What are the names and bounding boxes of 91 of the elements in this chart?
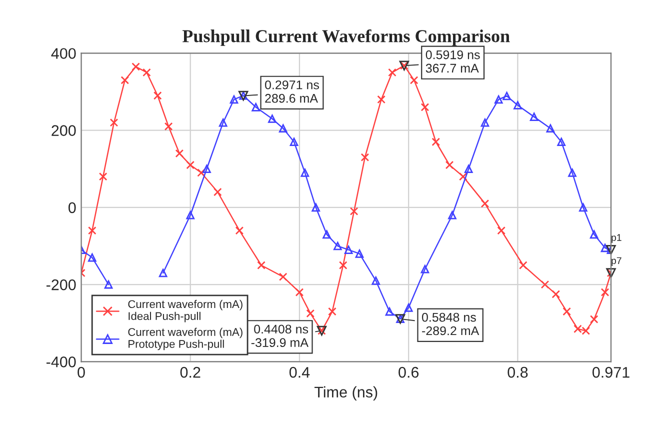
point: [497, 226, 506, 235]
point: [590, 315, 598, 324]
point: [230, 95, 238, 104]
point: [388, 68, 396, 77]
point: [458, 172, 468, 181]
point: [530, 112, 538, 121]
point: [290, 138, 298, 146]
y-tick-label: 0: [68, 202, 76, 214]
point: [514, 101, 522, 110]
point: [197, 168, 206, 177]
annotation: 0.5848 ns -289.2 mA: [422, 312, 480, 336]
point: [432, 138, 440, 146]
point: [546, 124, 555, 133]
point: [420, 103, 430, 112]
point: [590, 230, 598, 239]
legend-label: Current waveform (mA) Ideal Push-pull: [128, 300, 242, 322]
point: [218, 118, 228, 127]
point: [562, 307, 571, 316]
legend-label: Current waveform (mA) Prototype Push-pull: [128, 328, 242, 350]
annotation: p7: [612, 257, 622, 266]
point: [158, 268, 168, 278]
point: [502, 92, 511, 100]
point: [579, 203, 588, 212]
point: [295, 288, 304, 296]
point: [88, 226, 96, 235]
point: [328, 307, 336, 316]
y-tick-label: 400: [51, 48, 76, 59]
point: [410, 76, 418, 84]
point: [202, 164, 211, 174]
point: [175, 149, 184, 158]
point: [213, 188, 222, 196]
point: [322, 230, 331, 239]
x-tick-label: 0.4: [289, 366, 310, 378]
y-tick-label: -200: [46, 279, 76, 290]
chart-title: Pushpull Current Waveforms Comparison: [182, 29, 510, 46]
point: [252, 103, 260, 112]
point: [360, 153, 370, 162]
point: [355, 250, 364, 258]
point: [480, 118, 490, 127]
point: [235, 226, 244, 235]
point: [518, 261, 528, 270]
point: [88, 253, 96, 262]
point: [540, 280, 550, 289]
point: [312, 203, 320, 212]
point: [494, 95, 503, 104]
x-tick-label: 0.8: [508, 366, 528, 378]
point: [186, 210, 195, 220]
x-tick-label: 0: [78, 366, 85, 378]
annotation: 0.4408 ns -319.9 mA: [251, 324, 308, 348]
point: [350, 207, 358, 216]
x-axis-title: Time (ns): [314, 386, 378, 401]
point: [445, 160, 454, 170]
y-tick-label: 200: [52, 125, 76, 136]
point: [98, 172, 108, 181]
x-tick-label: 0.971: [592, 366, 630, 378]
point: [142, 68, 151, 77]
point: [278, 272, 288, 281]
point: [420, 264, 430, 274]
annotation: p1: [612, 234, 622, 243]
point: [552, 290, 560, 298]
point: [448, 210, 456, 220]
point: [600, 244, 610, 252]
point: [132, 62, 140, 71]
point: [153, 91, 162, 100]
point: [104, 280, 113, 289]
point: [186, 160, 195, 170]
point: [600, 288, 610, 296]
point: [338, 261, 348, 270]
point: [568, 168, 576, 177]
point: [464, 164, 473, 174]
x-tick-label: 0.2: [180, 366, 200, 378]
point: [164, 122, 173, 131]
point: [120, 76, 130, 84]
x-tick-label: 0.6: [398, 366, 419, 378]
point: [306, 309, 315, 318]
point: [372, 276, 380, 285]
annotation: 0.5919 ns 367.7 mA: [426, 50, 480, 73]
point: [334, 242, 342, 250]
point: [557, 138, 566, 146]
point: [404, 304, 413, 312]
point: [110, 118, 118, 127]
point: [278, 124, 288, 133]
annotation: 0.2971 ns 289.6 mA: [265, 80, 319, 103]
point: [385, 307, 394, 316]
point: [480, 199, 490, 208]
y-tick-label: -400: [46, 356, 76, 368]
point: [268, 114, 276, 123]
point: [377, 95, 386, 104]
point: [300, 168, 310, 177]
point: [344, 246, 353, 254]
point: [257, 261, 266, 270]
